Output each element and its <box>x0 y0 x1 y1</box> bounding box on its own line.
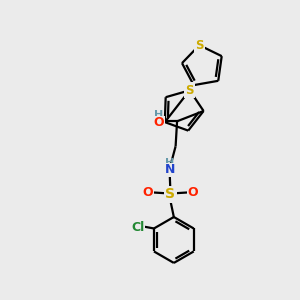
Text: S: S <box>165 187 175 201</box>
Text: Cl: Cl <box>131 220 144 233</box>
Text: O: O <box>188 186 198 199</box>
Text: H: H <box>154 110 164 120</box>
Text: S: S <box>195 39 204 52</box>
Text: S: S <box>185 84 194 97</box>
Text: O: O <box>154 116 164 129</box>
Text: H: H <box>165 158 174 167</box>
Text: O: O <box>142 186 153 199</box>
Text: N: N <box>164 164 175 176</box>
